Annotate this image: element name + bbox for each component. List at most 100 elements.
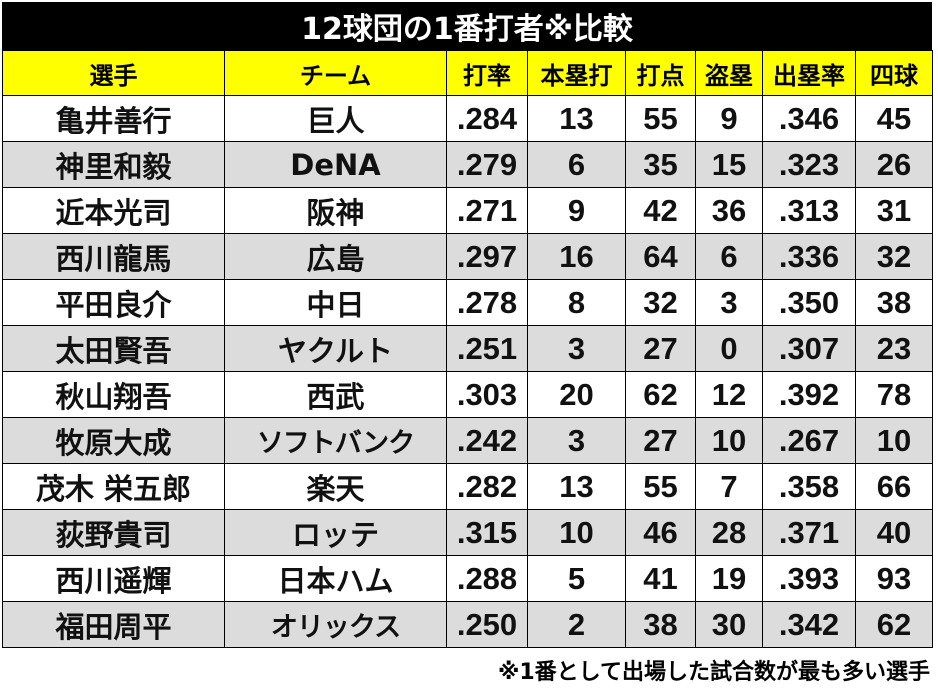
table-row: 太田賢吾 ヤクルト .251 3 27 0.307 23 (2, 325, 933, 372)
table-row: 西川遥輝 日本ハム .288 5 41 19.393 93 (2, 555, 933, 602)
column-header-on-base-percentage: 出塁率 (762, 50, 856, 96)
batting-average-cell: .278 (446, 279, 528, 326)
batting-average-cell: .271 (446, 187, 528, 234)
on-base-percentage-cell: .393 (762, 555, 856, 602)
team-cell: 中日 (224, 279, 447, 326)
home-runs-cell: 8 (527, 279, 626, 326)
stolen-bases-cell: 9 (695, 95, 763, 142)
table-row: 亀井善行 巨人 .284 13 55 9.346 45 (2, 95, 933, 142)
rbi-cell: 38 (625, 601, 696, 648)
team-cell: DeNA (224, 141, 447, 188)
stolen-bases-cell: 7 (695, 463, 763, 510)
table-row: 神里和毅 DeNA .279 6 35 15.323 26 (2, 141, 933, 188)
team-cell: ソフトバンク (224, 417, 447, 464)
player-cell: 西川遥輝 (2, 555, 225, 602)
home-runs-cell: 16 (527, 233, 626, 280)
column-header-batting-average: 打率 (446, 50, 528, 96)
rbi-cell: 62 (625, 371, 696, 418)
rbi-cell: 27 (625, 417, 696, 464)
table-row: 茂木 栄五郎 楽天 .282 13 55 7.358 66 (2, 463, 933, 510)
column-header-team: チーム (224, 50, 447, 96)
stolen-bases-cell: 6 (695, 233, 763, 280)
on-base-percentage-cell: .313 (762, 187, 856, 234)
rbi-cell: 27 (625, 325, 696, 372)
on-base-percentage-cell: .346 (762, 95, 856, 142)
on-base-percentage-cell: .267 (762, 417, 856, 464)
player-cell: 亀井善行 (2, 95, 225, 142)
table-title: 12球団の1番打者※比較 (2, 2, 932, 50)
team-cell: 巨人 (224, 95, 447, 142)
table-row: 秋山翔吾 西武 .303 20 62 12.392 78 (2, 371, 933, 418)
table-row: 福田周平 オリックス .250 2 38 30.342 62 (2, 601, 933, 648)
player-cell: 茂木 栄五郎 (2, 463, 225, 510)
player-cell: 神里和毅 (2, 141, 225, 188)
column-header-stolen-bases: 盗塁 (695, 50, 763, 96)
player-cell: 福田周平 (2, 601, 225, 648)
team-cell: 日本ハム (224, 555, 447, 602)
home-runs-cell: 13 (527, 463, 626, 510)
table-row: 牧原大成 ソフトバンク .242 3 27 10.267 10 (2, 417, 933, 464)
table-header: 選手 チーム 打率 本塁打 打点 盗塁 出塁率 四球 (2, 50, 933, 96)
batting-average-cell: .315 (446, 509, 528, 556)
batting-average-cell: .242 (446, 417, 528, 464)
on-base-percentage-cell: .336 (762, 233, 856, 280)
walks-cell: 40 (855, 509, 933, 556)
home-runs-cell: 2 (527, 601, 626, 648)
team-cell: 広島 (224, 233, 447, 280)
walks-cell: 78 (855, 371, 933, 418)
walks-cell: 23 (855, 325, 933, 372)
home-runs-cell: 3 (527, 417, 626, 464)
batting-average-cell: .297 (446, 233, 528, 280)
walks-cell: 66 (855, 463, 933, 510)
walks-cell: 32 (855, 233, 933, 280)
home-runs-cell: 3 (527, 325, 626, 372)
stolen-bases-cell: 19 (695, 555, 763, 602)
walks-cell: 45 (855, 95, 933, 142)
column-header-rbi: 打点 (625, 50, 696, 96)
stolen-bases-cell: 30 (695, 601, 763, 648)
batting-average-cell: .288 (446, 555, 528, 602)
on-base-percentage-cell: .350 (762, 279, 856, 326)
player-cell: 西川龍馬 (2, 233, 225, 280)
table-row: 近本光司 阪神 .271 9 42 36.313 31 (2, 187, 933, 234)
stolen-bases-cell: 0 (695, 325, 763, 372)
stolen-bases-cell: 10 (695, 417, 763, 464)
team-cell: ヤクルト (224, 325, 447, 372)
table-row: 荻野貴司 ロッテ .315 10 46 28.371 40 (2, 509, 933, 556)
walks-cell: 93 (855, 555, 933, 602)
batting-stats-table: 選手 チーム 打率 本塁打 打点 盗塁 出塁率 四球 亀井善行 巨人 .284 13 5… (2, 50, 933, 648)
rbi-cell: 41 (625, 555, 696, 602)
on-base-percentage-cell: .392 (762, 371, 856, 418)
stolen-bases-cell: 15 (695, 141, 763, 188)
player-cell: 荻野貴司 (2, 509, 225, 556)
rbi-cell: 42 (625, 187, 696, 234)
table-row: 平田良介 中日 .278 8 32 3.350 38 (2, 279, 933, 326)
stolen-bases-cell: 28 (695, 509, 763, 556)
stolen-bases-cell: 36 (695, 187, 763, 234)
walks-cell: 31 (855, 187, 933, 234)
batting-average-cell: .251 (446, 325, 528, 372)
batting-average-cell: .284 (446, 95, 528, 142)
team-cell: 楽天 (224, 463, 447, 510)
batting-average-cell: .303 (446, 371, 528, 418)
rbi-cell: 55 (625, 95, 696, 142)
rbi-cell: 32 (625, 279, 696, 326)
player-cell: 平田良介 (2, 279, 225, 326)
column-header-walks: 四球 (855, 50, 933, 96)
player-cell: 太田賢吾 (2, 325, 225, 372)
stolen-bases-cell: 3 (695, 279, 763, 326)
on-base-percentage-cell: .342 (762, 601, 856, 648)
team-cell: 阪神 (224, 187, 447, 234)
table-body: 亀井善行 巨人 .284 13 55 9.346 45 神里和毅 DeNA .279 6 35 15.3… (2, 95, 933, 648)
on-base-percentage-cell: .307 (762, 325, 856, 372)
on-base-percentage-cell: .371 (762, 509, 856, 556)
on-base-percentage-cell: .358 (762, 463, 856, 510)
column-header-player: 選手 (2, 50, 225, 96)
player-cell: 近本光司 (2, 187, 225, 234)
home-runs-cell: 13 (527, 95, 626, 142)
player-cell: 牧原大成 (2, 417, 225, 464)
player-cell: 秋山翔吾 (2, 371, 225, 418)
column-header-home-runs: 本塁打 (527, 50, 626, 96)
rbi-cell: 64 (625, 233, 696, 280)
footnote: ※1番として出場した試合数が最も多い選手 (497, 660, 930, 685)
